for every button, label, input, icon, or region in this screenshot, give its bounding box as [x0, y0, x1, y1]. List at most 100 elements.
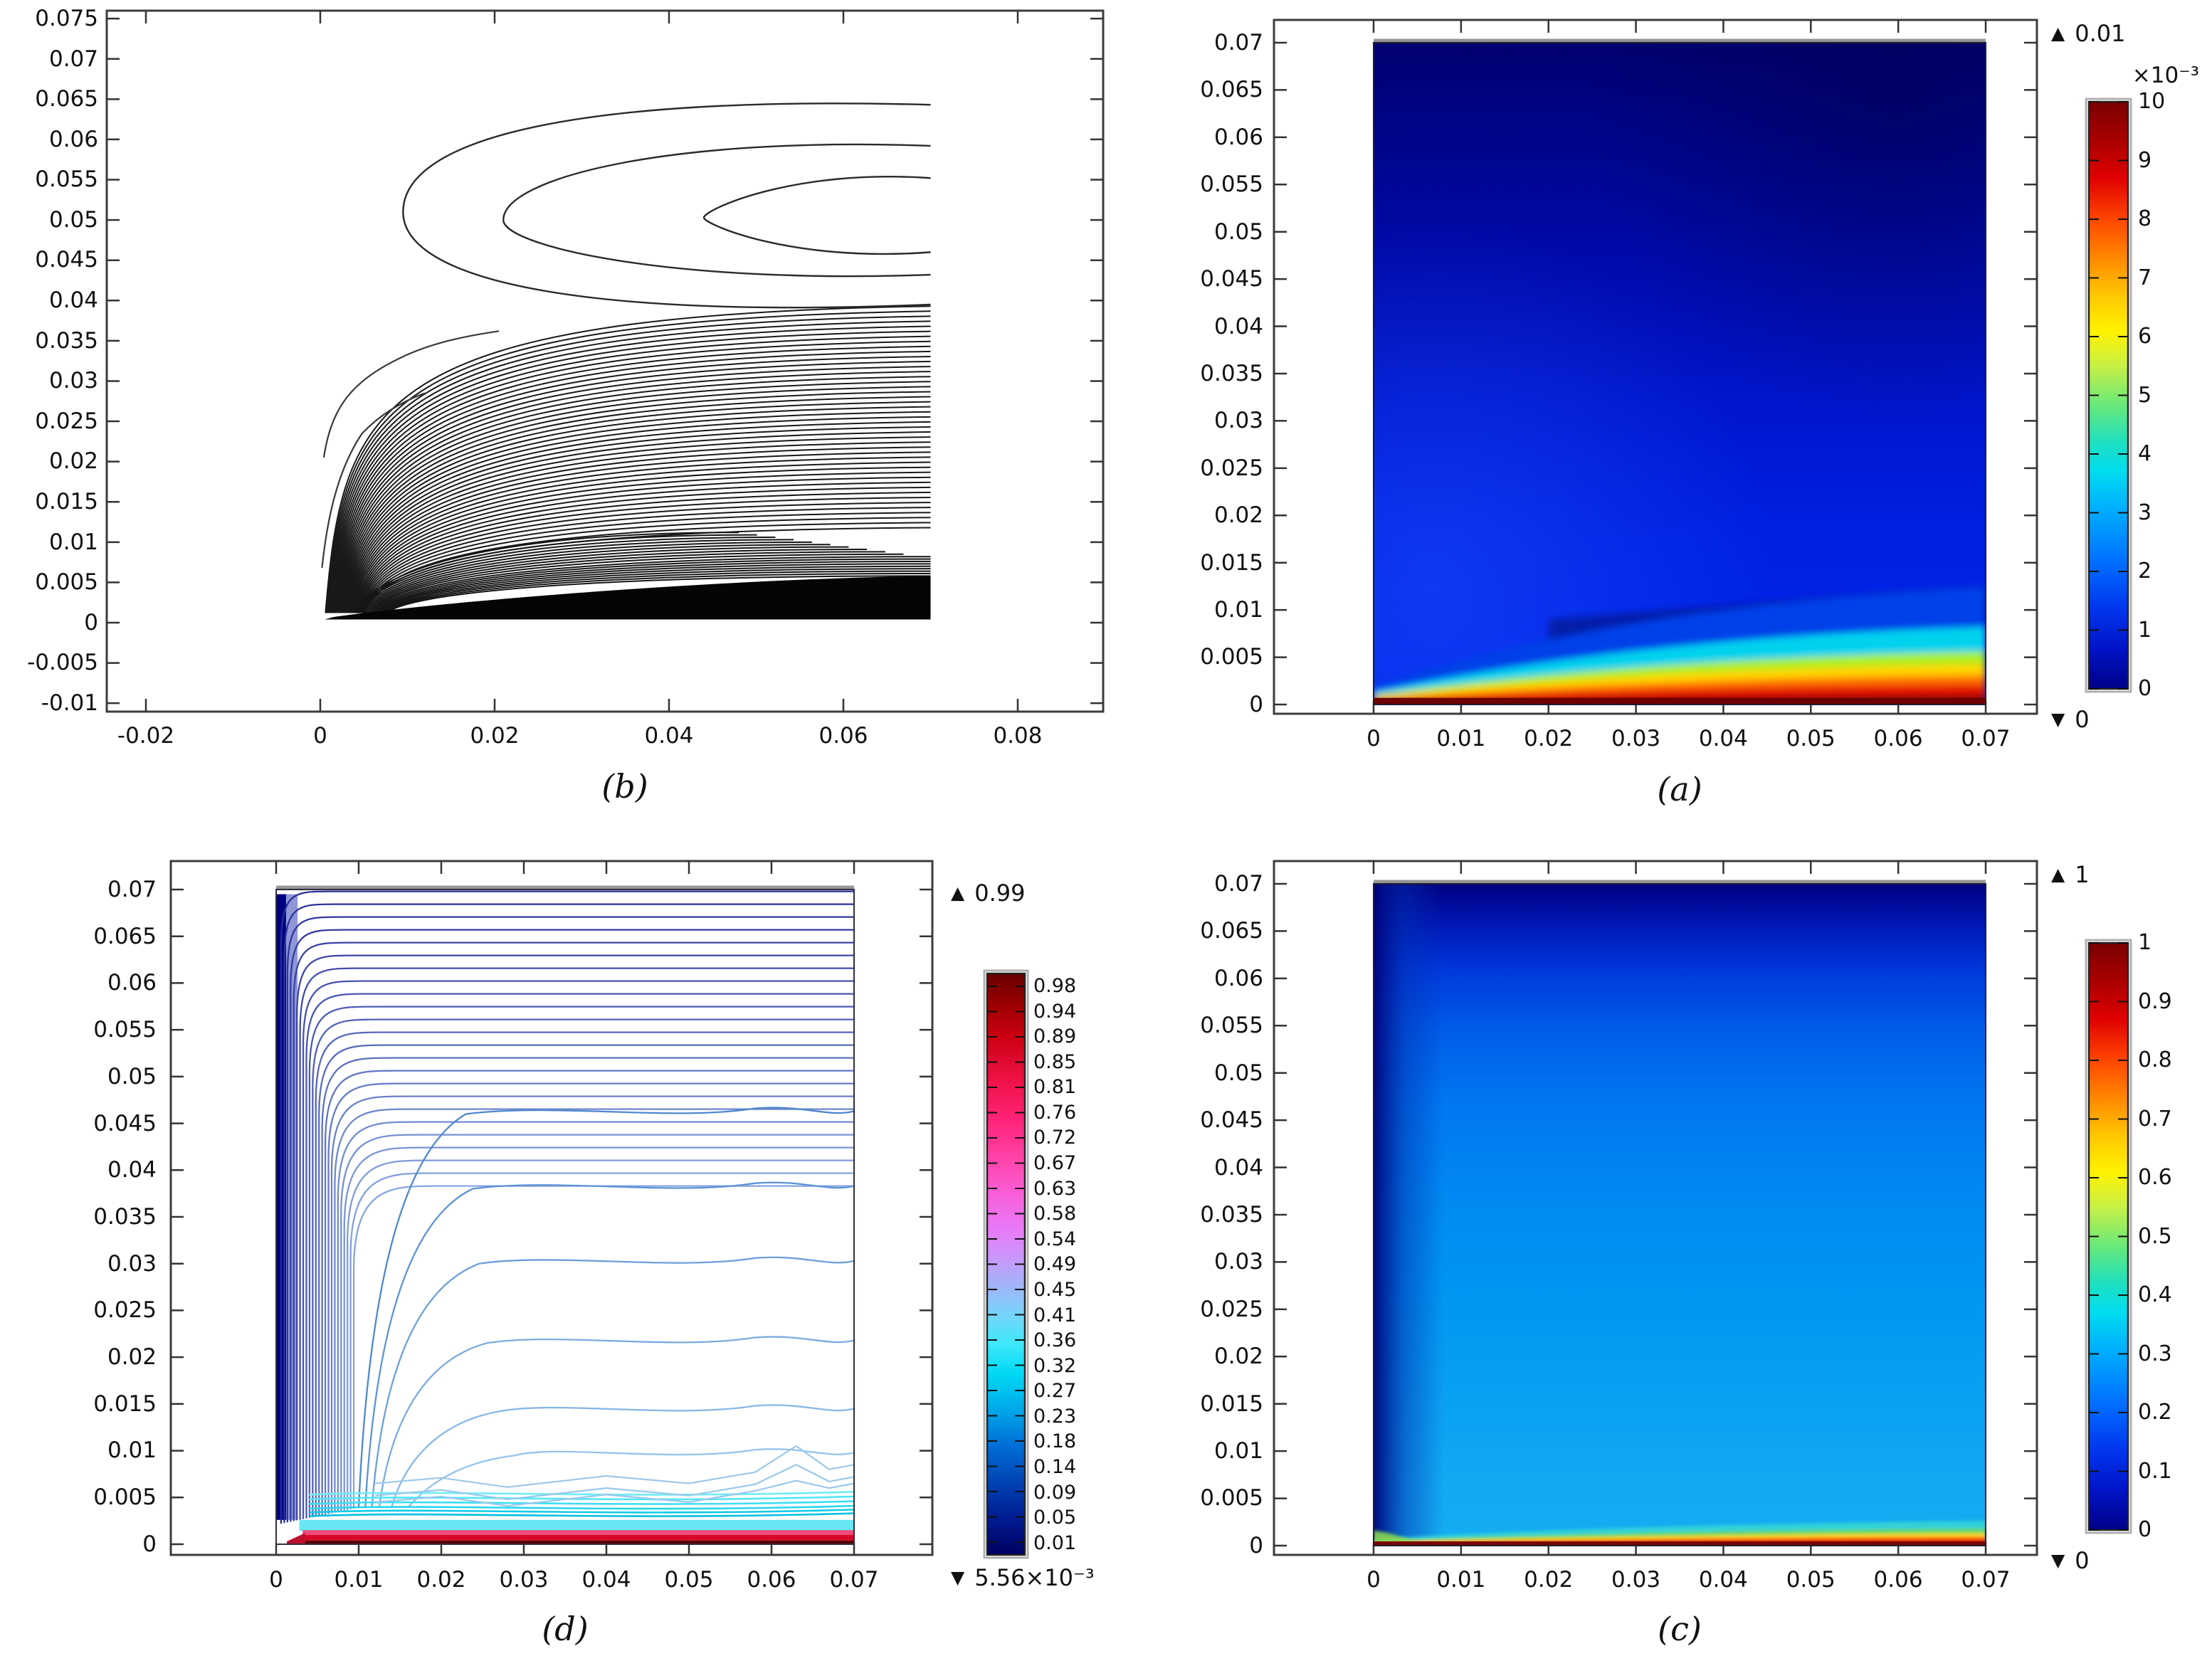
tick-label: 0.49 [1033, 1253, 1077, 1276]
tick-label: -0.01 [41, 690, 98, 716]
tick-label: 0.03 [107, 1250, 157, 1277]
tick-label: 0.025 [35, 408, 98, 434]
tick-label: 0.07 [1961, 726, 2011, 751]
tick-label: 0.04 [48, 287, 98, 314]
tick-label: 0.36 [1033, 1329, 1077, 1352]
tick-label: 3 [2138, 500, 2152, 525]
tick-label: 0.94 [1033, 1000, 1077, 1023]
panel-c-y-axis-labels: 0.07 0.065 0.06 0.055 0.05 0.045 0.04 0.035 0.03… [1135, 871, 1263, 1557]
tick-label: 0.14 [1033, 1455, 1077, 1478]
tick-label: 0.06 [1873, 726, 1923, 751]
tick-label: 0.05 [1786, 726, 1836, 751]
tick-label: 0.065 [35, 86, 98, 112]
tick-label: 0.07 [1213, 871, 1263, 897]
tick-label: 0.89 [1033, 1025, 1077, 1048]
tick-label: 0.035 [35, 327, 98, 354]
panel-a-label: (a) [1657, 770, 1702, 808]
tick-label: 10 [2138, 89, 2166, 114]
tick-label: 0.045 [35, 247, 98, 273]
panel-d-label: (d) [542, 1610, 589, 1648]
tick-label: 0.015 [1200, 549, 1263, 576]
tick-label: 0.58 [1033, 1203, 1077, 1225]
tick-label: 0.72 [1033, 1126, 1077, 1149]
tick-label: 0.3 [2138, 1341, 2172, 1366]
tick-label: 7 [2138, 265, 2152, 290]
tick-label: 0.05 [1786, 1567, 1836, 1593]
panel-a-colorbar-labels: 10 9 8 7 6 5 4 3 2 1 0 [2138, 91, 2165, 700]
tick-label: 0.98 [1033, 975, 1077, 997]
tick-label: 0.01 [1436, 1567, 1486, 1593]
panel-d-y-axis-labels: 0.07 0.065 0.06 0.055 0.05 0.045 0.04 0.035 0.03… [28, 879, 157, 1556]
tick-label: 0.5 [2138, 1223, 2172, 1249]
panel-c-heatmap-plot [1273, 860, 2038, 1556]
tick-label: 0.045 [93, 1110, 157, 1136]
tick-label: 0.9 [2138, 988, 2172, 1014]
tick-label: 0.67 [1033, 1152, 1077, 1175]
panel-d-colorbar-max: ▲ 0.99 [951, 880, 1025, 907]
max-triangle-icon: ▲ [951, 882, 965, 903]
tick-label: 0.01 [1436, 726, 1486, 751]
panel-d-contour-plot [169, 860, 934, 1556]
tick-label: 0.76 [1033, 1101, 1077, 1124]
tick-label: 0.005 [1200, 1485, 1263, 1511]
tick-label: 0.45 [1033, 1278, 1077, 1301]
panel-a-colorbar-max: ▲ 0.01 [2051, 20, 2125, 47]
tick-label: 0.06 [1213, 965, 1263, 991]
panel-d-x-axis-labels: 0 0.01 0.02 0.03 0.04 0.05 0.06 0.07 [241, 1564, 890, 1595]
tick-label: 0.065 [1200, 77, 1263, 103]
tick-label: 0.06 [48, 126, 98, 152]
tick-label: 0.035 [1200, 360, 1263, 386]
tick-label: 0.02 [416, 1567, 466, 1593]
tick-label: 0.02 [107, 1344, 157, 1371]
tick-label: 0.03 [1213, 1249, 1263, 1275]
tick-label: 0.005 [1200, 644, 1263, 670]
panel-a-heatmap-plot [1273, 19, 2038, 715]
tick-label: 0.055 [1200, 1013, 1263, 1039]
min-triangle-icon: ▼ [951, 1567, 965, 1588]
panel-b-x-axis-labels: -0.02 0 0.02 0.04 0.06 0.08 [103, 720, 1060, 751]
tick-label: 1 [2138, 930, 2152, 955]
panel-c-x-axis-labels: 0 0.01 0.02 0.03 0.04 0.05 0.06 0.07 [1331, 1564, 2028, 1595]
tick-label: 0.035 [93, 1203, 157, 1230]
colorbar-min-value: 5.56×10⁻³ [974, 1564, 1095, 1591]
tick-label: 0.04 [1698, 1567, 1748, 1593]
tick-label: 0.01 [1213, 597, 1263, 623]
panel-c-colorbar-min: ▼ 0 [2051, 1547, 2090, 1574]
panel-a-y-axis-labels: 0.07 0.065 0.06 0.055 0.05 0.045 0.04 0.035 0.03… [1135, 32, 1263, 716]
tick-label: 2 [2138, 559, 2152, 584]
tick-label: 0.055 [93, 1017, 157, 1043]
tick-label: 0.065 [93, 923, 157, 949]
tick-label: 0.1 [2138, 1458, 2172, 1484]
tick-label: 0.055 [1200, 172, 1263, 198]
tick-label: 0.06 [747, 1567, 796, 1593]
tick-label: -0.02 [117, 723, 175, 749]
colorbar-max-value: 1 [2075, 861, 2090, 888]
tick-label: 0 [1366, 726, 1381, 751]
tick-label: 0.005 [93, 1484, 157, 1511]
tick-label: 0.025 [1200, 1296, 1263, 1322]
tick-label: 0.01 [1213, 1438, 1263, 1465]
panel-a-x-axis-labels: 0 0.01 0.02 0.03 0.04 0.05 0.06 0.07 [1331, 723, 2028, 754]
colorbar-min-value: 0 [2075, 706, 2090, 733]
min-triangle-icon: ▼ [2051, 709, 2065, 729]
tick-label: 0.02 [1213, 502, 1263, 529]
tick-label: 0.85 [1033, 1050, 1077, 1073]
tick-label: 0.23 [1033, 1405, 1077, 1428]
panel-b-y-axis-labels: 0.075 0.07 0.065 0.06 0.055 0.05 0.045 0.04 0.03… [6, 8, 98, 714]
tick-label: 0.4 [2138, 1282, 2172, 1307]
tick-label: 0.41 [1033, 1304, 1077, 1326]
tick-label: 0.02 [48, 448, 98, 475]
tick-label: 0.06 [818, 723, 868, 749]
tick-label: 0 [1366, 1567, 1381, 1593]
panel-d-colorbar-labels: 0.98 0.94 0.89 0.85 0.81 0.76 0.72 0.67 0.63 0.58… [1033, 976, 1076, 1553]
tick-label: 0 [84, 609, 98, 635]
tick-label: 0.04 [644, 723, 694, 749]
tick-label: 0.02 [1213, 1344, 1263, 1370]
max-triangle-icon: ▲ [2051, 23, 2065, 43]
tick-label: 0.54 [1033, 1228, 1077, 1250]
panel-b-label: (b) [601, 767, 648, 806]
tick-label: 6 [2138, 324, 2152, 349]
tick-label: 0.63 [1033, 1177, 1077, 1200]
panel-d-colorbar-min: ▼ 5.56×10⁻³ [951, 1564, 1095, 1591]
tick-label: 0.05 [1213, 218, 1263, 245]
